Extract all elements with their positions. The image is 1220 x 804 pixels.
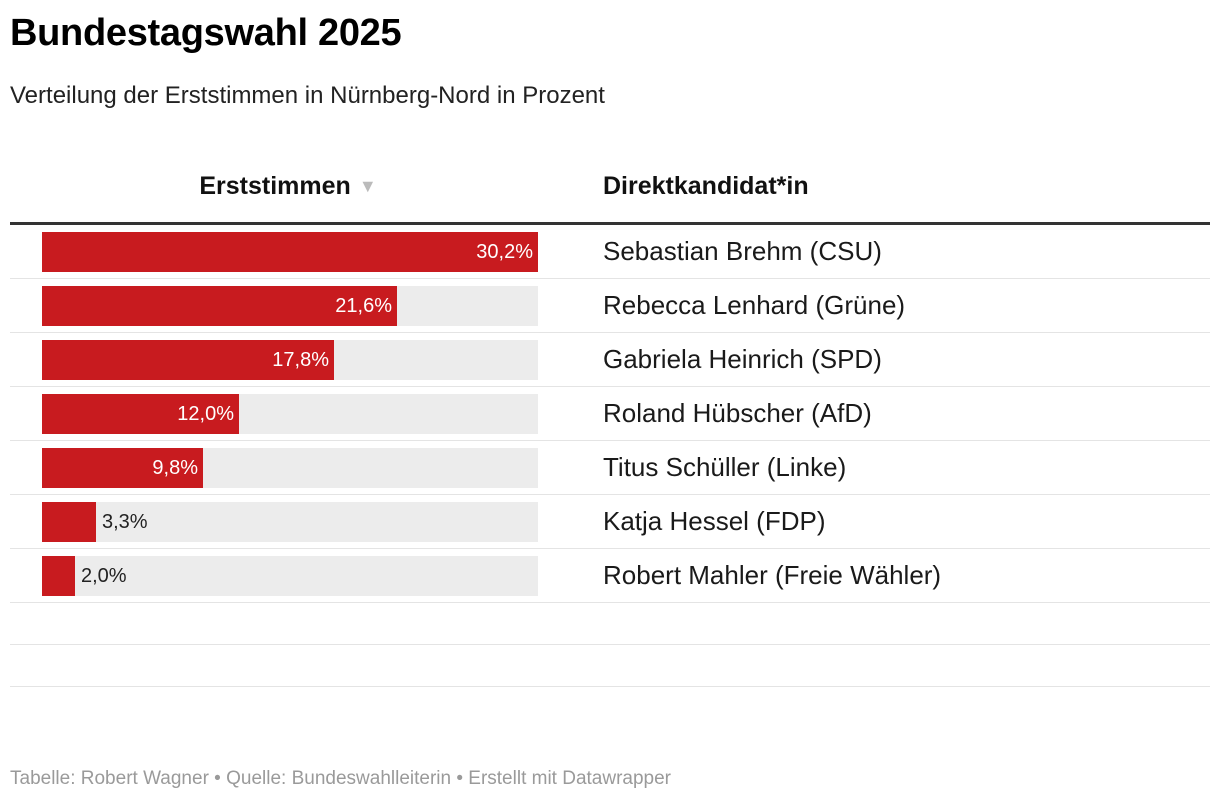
bar-value-label: 3,3% bbox=[102, 511, 148, 533]
table-row: 30,2% Sebastian Brehm (CSU) bbox=[10, 225, 1210, 279]
candidate-name: Roland Hübscher (AfD) bbox=[603, 398, 872, 428]
table-row: 12,0% Roland Hübscher (AfD) bbox=[10, 387, 1210, 441]
candidate-name: Katja Hessel (FDP) bbox=[603, 506, 826, 536]
bar-value-label: 21,6% bbox=[335, 295, 392, 317]
candidate-name: Sebastian Brehm (CSU) bbox=[603, 236, 882, 266]
table-row: 17,8% Gabriela Heinrich (SPD) bbox=[10, 333, 1210, 387]
bar bbox=[42, 340, 334, 380]
table-row: 9,8% Titus Schüller (Linke) bbox=[10, 441, 1210, 495]
bar bbox=[42, 556, 75, 596]
bar bbox=[42, 502, 96, 542]
table-row: 2,0% Robert Mahler (Freie Wähler) bbox=[10, 549, 1210, 603]
table-body: 30,2% Sebastian Brehm (CSU) 21,6% Rebecca L… bbox=[10, 225, 1210, 603]
bar-track: 12,0% bbox=[42, 394, 538, 434]
bar bbox=[42, 448, 203, 488]
bar-value-label: 12,0% bbox=[177, 403, 234, 425]
bar-track: 21,6% bbox=[42, 286, 538, 326]
chart-title: Bundestagswahl 2025 bbox=[10, 12, 402, 54]
bar-value-label: 17,8% bbox=[272, 349, 329, 371]
bar-value-label: 30,2% bbox=[476, 241, 533, 263]
bar-track: 2,0% bbox=[42, 556, 538, 596]
empty-row bbox=[10, 645, 1210, 687]
bar bbox=[42, 286, 397, 326]
empty-row bbox=[10, 603, 1210, 645]
bar-track: 17,8% bbox=[42, 340, 538, 380]
candidate-name: Titus Schüller (Linke) bbox=[603, 452, 847, 482]
votes-column-label: Erststimmen bbox=[199, 172, 351, 200]
bar bbox=[42, 394, 239, 434]
table-row: 21,6% Rebecca Lenhard (Grüne) bbox=[10, 279, 1210, 333]
bar-track: 3,3% bbox=[42, 502, 538, 542]
chart-subtitle: Verteilung der Erststimmen in Nürnberg-N… bbox=[10, 82, 605, 109]
table-row: 3,3% Katja Hessel (FDP) bbox=[10, 495, 1210, 549]
bar bbox=[42, 232, 538, 272]
source-footer: Tabelle: Robert Wagner • Quelle: Bundesw… bbox=[10, 768, 672, 789]
results-table: Erststimmen ▼ Direktkandidat*in 30,2% Seba… bbox=[10, 160, 1210, 687]
bar-track: 9,8% bbox=[42, 448, 538, 488]
votes-column-header[interactable]: Erststimmen ▼ bbox=[10, 172, 566, 201]
candidate-name: Rebecca Lenhard (Grüne) bbox=[603, 290, 906, 320]
candidate-column-header[interactable]: Direktkandidat*in bbox=[603, 172, 809, 200]
candidate-name: Gabriela Heinrich (SPD) bbox=[603, 344, 882, 374]
bar-track: 30,2% bbox=[42, 232, 538, 272]
candidate-name: Robert Mahler (Freie Wähler) bbox=[603, 560, 942, 590]
bar-value-label: 9,8% bbox=[152, 457, 198, 479]
sort-descending-icon[interactable]: ▼ bbox=[358, 176, 377, 196]
bar-value-label: 2,0% bbox=[81, 565, 127, 587]
table-header: Erststimmen ▼ Direktkandidat*in bbox=[10, 160, 1210, 225]
